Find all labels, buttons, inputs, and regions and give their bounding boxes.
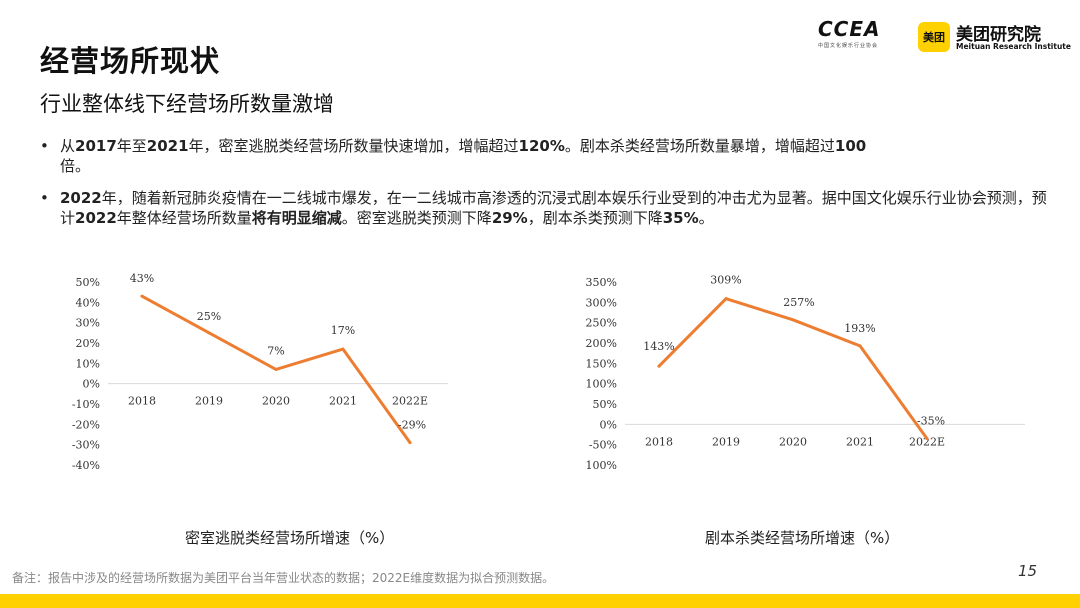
- y-tick-label: 0%: [83, 378, 100, 391]
- data-label: -29%: [398, 419, 426, 432]
- y-tick-label: 30%: [76, 317, 100, 330]
- bullet-text: 年，随着新冠肺炎疫情在一二线城市爆发，在一二线城市高渗透的沉浸式剧本娱乐行业受到…: [60, 189, 1047, 227]
- data-label: 143%: [643, 340, 674, 353]
- escape-room-growth-chart: 50% 40% 30% 20% 10% 0% -10% -20% -30% -40% 2018 201…: [72, 272, 448, 472]
- bullet-bold: 120%: [518, 137, 565, 155]
- ccea-logo-text: CCEA: [818, 17, 881, 41]
- ccea-logo-subtext: 中国文化娱乐行业协会: [818, 43, 879, 49]
- meituan-badge: 美团: [918, 22, 950, 52]
- data-point: [274, 367, 278, 371]
- data-label: -35%: [917, 415, 945, 428]
- data-label: 257%: [783, 296, 814, 309]
- data-point: [724, 297, 728, 301]
- x-tick-label: 2019: [195, 395, 223, 408]
- x-tick-label: 2020: [779, 435, 807, 448]
- bullet-text: 。密室逃脱类预测下降: [341, 209, 492, 227]
- script-murder-growth-chart: 350% 300% 250% 200% 150% 100% 50% 0% -50% -100% 20…: [585, 274, 1025, 472]
- data-label: 7%: [267, 344, 284, 357]
- data-point: [858, 344, 862, 348]
- y-tick-label: 10%: [76, 357, 100, 370]
- y-tick-label: 150%: [586, 357, 617, 370]
- bullet-text: 。剧本杀类经营场所数量暴增，增幅超过: [564, 137, 835, 155]
- bullet-bold: 2022: [60, 189, 102, 207]
- data-label: 309%: [710, 274, 741, 287]
- ccea-logo: CCEA 中国文化娱乐行业协会: [818, 18, 894, 54]
- bullet-text: 从: [60, 137, 76, 155]
- bullet-text: 年，密室逃脱类经营场所数量快速增加，增幅超过: [188, 137, 519, 155]
- meituan-name: 美团研究院: [956, 25, 1041, 45]
- y-tick-label: 50%: [593, 398, 617, 411]
- data-point: [207, 331, 211, 335]
- bullet-bold: 35%: [662, 209, 699, 227]
- y-tick-label: 200%: [586, 337, 617, 350]
- data-point: [140, 294, 144, 298]
- bottom-accent-bar: [0, 594, 1080, 608]
- y-tick-label: -40%: [72, 459, 100, 472]
- data-label: 193%: [844, 322, 875, 335]
- y-tick-label: 350%: [586, 276, 617, 289]
- data-point: [408, 441, 412, 445]
- page-number: 15: [1018, 562, 1038, 580]
- chart1-caption: 密室逃脱类经营场所增速（%）: [185, 529, 395, 547]
- chart2-caption: 剧本杀类经营场所增速（%）: [705, 529, 900, 547]
- x-tick-label: 2022E: [909, 435, 945, 448]
- x-tick-label: 2021: [846, 435, 874, 448]
- bullet-text: 年整体经营场所数量: [116, 209, 252, 227]
- bullet-bold: 100: [834, 137, 867, 155]
- data-point: [925, 437, 929, 441]
- data-label: 25%: [197, 310, 221, 323]
- y-tick-label: 0%: [600, 418, 617, 431]
- data-label: 43%: [130, 272, 154, 285]
- bullet-bold: 2017: [75, 137, 117, 155]
- bullet-bold: 将有明显缩减: [251, 209, 342, 227]
- bullet-text: 倍。: [60, 157, 91, 175]
- data-point: [657, 364, 661, 368]
- bullet-bold: 2022: [75, 209, 117, 227]
- x-tick-label: 2019: [712, 435, 740, 448]
- bullet-bold: 2021: [146, 137, 189, 155]
- bullet-text: ，剧本杀类预测下降: [527, 209, 663, 227]
- y-tick-label: 250%: [586, 317, 617, 330]
- x-tick-label: 2018: [645, 435, 673, 448]
- y-tick-label: 40%: [76, 296, 100, 309]
- y-tick-label: -100%: [585, 459, 617, 472]
- x-tick-label: 2020: [262, 395, 290, 408]
- bullet-item: 从2017年至2021年，密室逃脱类经营场所数量快速增加，增幅超过120%。剧本…: [40, 136, 1050, 176]
- meituan-logo: 美团 美团研究院 Meituan Research Institute: [918, 20, 1071, 54]
- footnote: 备注：报告中涉及的经营场所数据为美团平台当年营业状态的数据；2022E维度数据为…: [12, 571, 555, 585]
- x-tick-label: 2022E: [392, 395, 428, 408]
- y-tick-label: 20%: [76, 337, 100, 350]
- data-point: [791, 318, 795, 322]
- y-tick-label: 50%: [76, 276, 100, 289]
- meituan-english-name: Meituan Research Institute: [956, 42, 1071, 51]
- x-tick-label: 2021: [329, 395, 357, 408]
- x-tick-label: 2018: [128, 395, 156, 408]
- page-title: 经营场所现状: [40, 44, 221, 78]
- y-tick-label: -20%: [72, 418, 100, 431]
- page-subtitle: 行业整体线下经营场所数量激增: [40, 92, 334, 116]
- y-tick-label: 100%: [586, 378, 617, 391]
- y-tick-label: 300%: [586, 296, 617, 309]
- bullet-bold: 29%: [491, 209, 528, 227]
- bullet-list: 从2017年至2021年，密室逃脱类经营场所数量快速增加，增幅超过120%。剧本…: [40, 136, 1050, 240]
- bullet-text: 年至: [116, 137, 147, 155]
- bullet-item: 2022年，随着新冠肺炎疫情在一二线城市爆发，在一二线城市高渗透的沉浸式剧本娱乐…: [40, 188, 1050, 228]
- bullet-text: 。: [698, 209, 714, 227]
- data-label: 17%: [331, 324, 355, 337]
- y-tick-label: -50%: [589, 439, 617, 452]
- y-tick-label: -10%: [72, 398, 100, 411]
- data-point: [341, 347, 345, 351]
- y-tick-label: -30%: [72, 439, 100, 452]
